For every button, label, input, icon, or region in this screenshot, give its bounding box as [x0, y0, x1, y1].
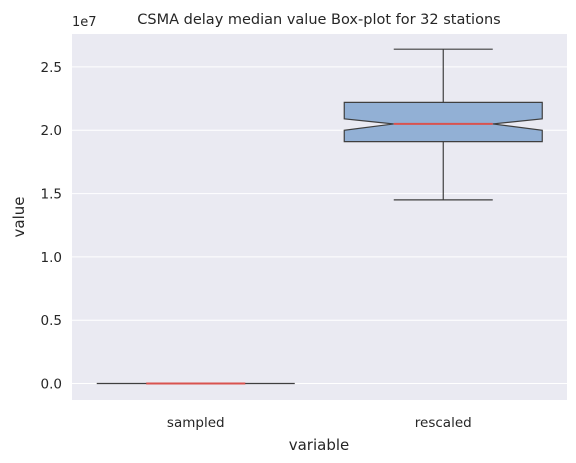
grid-lines [72, 66, 567, 385]
x-tick-labels: sampled rescaled [167, 415, 472, 431]
chart-title: CSMA delay median value Box-plot for 32 … [137, 12, 500, 28]
x-tick-label: rescaled [415, 415, 472, 431]
y-tick-label: 0.5 [41, 313, 62, 329]
y-tick-label: 1.0 [41, 250, 62, 266]
box-rescaled [343, 48, 543, 201]
boxes [96, 48, 543, 385]
x-axis-label: variable [289, 436, 350, 454]
y-offset-label: 1e7 [72, 15, 97, 30]
x-tick-label: sampled [167, 415, 225, 431]
plot-background [72, 34, 567, 400]
box-body [343, 101, 543, 143]
y-tick-labels: 0.0 0.5 1.0 1.5 2.0 2.5 [41, 60, 62, 393]
y-axis-label: value [10, 197, 28, 238]
y-tick-label: 2.0 [41, 123, 62, 139]
y-tick-label: 2.5 [41, 60, 62, 76]
y-tick-label: 1.5 [41, 187, 62, 203]
y-tick-label: 0.0 [41, 377, 62, 393]
